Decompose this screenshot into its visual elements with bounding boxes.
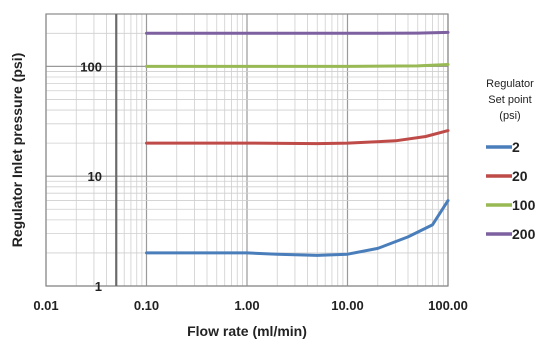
y-tick-label: 1 [95,279,102,294]
legend-label-20: 20 [512,168,528,184]
legend-title-line-3: (psi) [499,110,520,122]
plot-border [45,13,449,287]
series-line-20 [145,129,450,146]
x-tick-label: 1.00 [234,298,259,313]
legend-entries: 2 20 100 200 [486,139,536,242]
legend-label-2: 2 [512,139,520,155]
x-tick-label: 0.10 [134,298,159,313]
x-tick-label: 100.00 [428,298,468,313]
legend-title-line-2: Set point [488,94,531,106]
series-line-2 [145,199,450,257]
x-tick-label: 10.00 [331,298,364,313]
legend-label-100: 100 [512,197,536,213]
legend-label-200: 200 [512,226,536,242]
tick-label-layer: 0.01 0.10 1.00 10.00 100.00 1 10 100 [33,59,468,313]
x-axis-title: Flow rate (ml/min) [187,323,307,339]
x-tick-label: 0.01 [33,298,58,313]
grid-layer [45,13,449,287]
y-axis-title: Regulator Inlet pressure (psi) [9,53,25,247]
y-tick-label: 10 [88,169,102,184]
series-line-100 [145,63,450,68]
series-layer [145,30,450,257]
series-line-200 [145,30,450,35]
y-tick-label: 100 [80,59,102,74]
legend: Regulator Set point (psi) 2 20 100 200 [486,78,536,242]
legend-title-line-1: Regulator [486,78,534,90]
